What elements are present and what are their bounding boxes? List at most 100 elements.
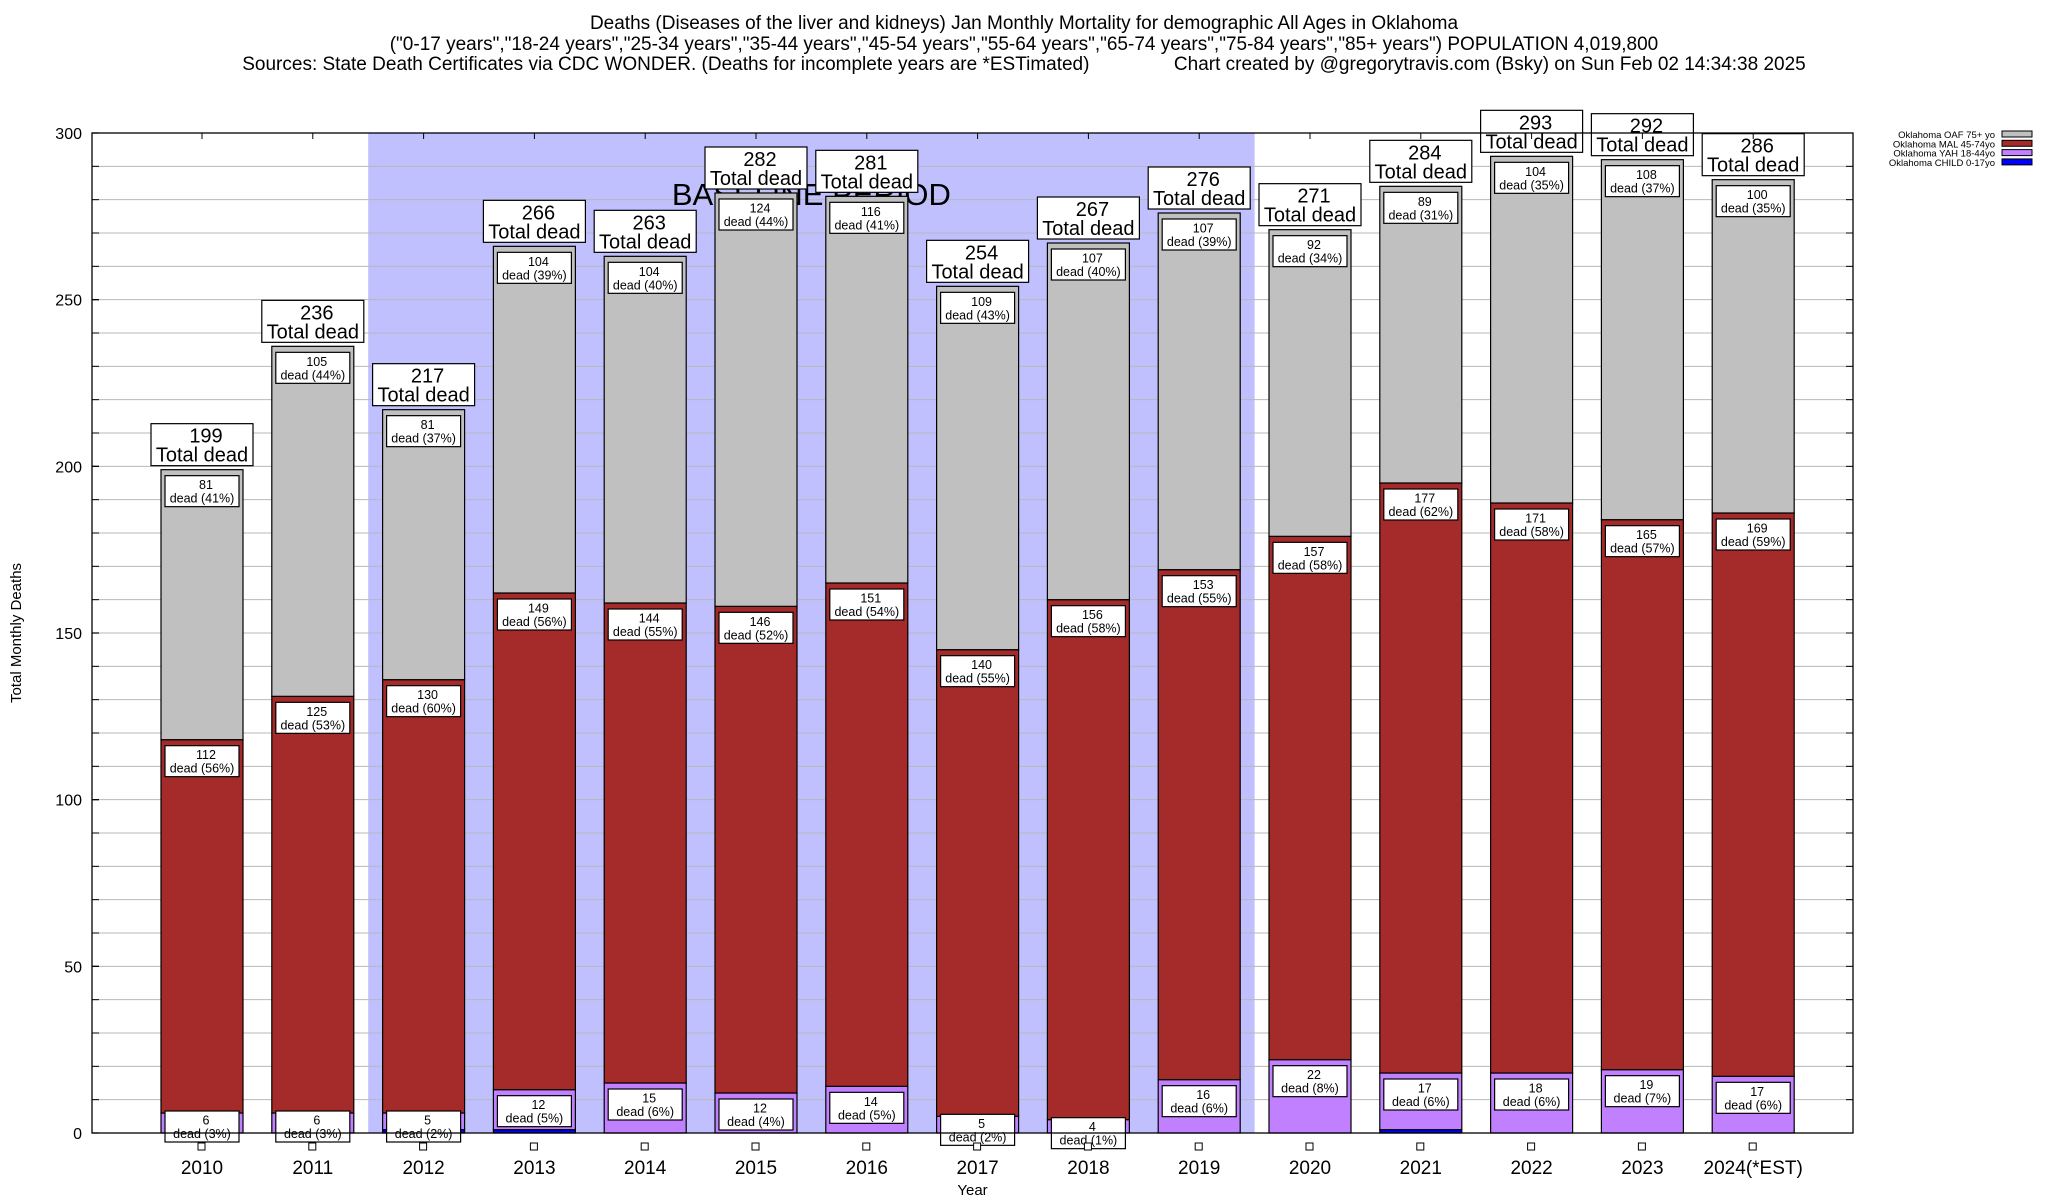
label-pct: dead (7%) [1614, 1092, 1672, 1106]
zero-marker [1083, 1142, 1092, 1151]
x-tick-label: 2011 [292, 1158, 333, 1179]
label-pct: dead (6%) [1503, 1095, 1561, 1109]
label-pct: dead (44%) [724, 215, 789, 229]
total-label-value: 236 [300, 302, 333, 324]
label-value: 130 [417, 688, 438, 702]
label-value: 5 [424, 1114, 431, 1128]
total-label-text: Total dead [1707, 155, 1799, 177]
bar-segment-oklahoma-mal-45-74yo [1046, 599, 1131, 1121]
label-pct: dead (2%) [949, 1130, 1007, 1144]
label-value: 89 [1418, 195, 1432, 209]
label-box [1161, 575, 1237, 608]
label-value: 14 [864, 1095, 878, 1109]
bar-segment-oklahoma-oaf-75-yo [382, 409, 466, 681]
label-pct: dead (62%) [1388, 505, 1453, 519]
bar-segment-oklahoma-mal-45-74yo [603, 602, 687, 1084]
label-value: 157 [1304, 545, 1325, 559]
chart-title: Deaths (Diseases of the liver and kidney… [589, 13, 1459, 34]
total-label-text: Total dead [1153, 188, 1245, 210]
legend-label: Oklahoma YAH 18-44yo [1893, 149, 1995, 160]
label-pct: dead (56%) [502, 615, 567, 629]
label-box [386, 415, 462, 448]
label-pct: dead (39%) [502, 268, 567, 282]
zero-marker [1637, 1142, 1646, 1151]
bar-segment-oklahoma-oaf-75-yo [603, 255, 687, 604]
total-label-text: Total dead [156, 445, 248, 467]
label-value: 156 [1082, 608, 1103, 622]
total-label-value: 286 [1741, 136, 1774, 158]
zero-marker [1416, 1142, 1425, 1151]
bar-segment-oklahoma-mal-45-74yo [382, 679, 466, 1114]
label-box [607, 608, 683, 641]
label-pct: dead (6%) [1724, 1098, 1782, 1112]
zero-marker [1305, 1142, 1314, 1151]
label-pct: dead (58%) [1056, 622, 1121, 636]
zero-marker [1194, 1142, 1203, 1151]
x-tick-label: 2021 [1400, 1158, 1442, 1179]
total-label-text: Total dead [1596, 135, 1688, 157]
total-label-value: 254 [965, 242, 998, 264]
label-box [1604, 1075, 1681, 1108]
label-box [1715, 1081, 1791, 1114]
label-value: 100 [1747, 188, 1768, 202]
label-value: 5 [978, 1117, 985, 1131]
y-tick-label: 250 [55, 293, 82, 310]
label-pct: dead (2%) [395, 1127, 453, 1141]
x-tick-label: 2023 [1621, 1158, 1663, 1179]
total-label-text: Total dead [377, 385, 469, 407]
label-box [1715, 518, 1791, 551]
label-value: 4 [1089, 1120, 1096, 1134]
x-axis-label: Year [957, 1182, 987, 1199]
label-value: 169 [1747, 522, 1768, 536]
label-box [1604, 525, 1681, 558]
x-tick-label: 2015 [735, 1158, 777, 1179]
label-box [275, 701, 351, 734]
label-box [1715, 185, 1791, 218]
total-label-value: 282 [743, 149, 776, 171]
legend-swatch [2001, 130, 2033, 138]
bar-segment-oklahoma-oaf-75-yo [714, 192, 798, 607]
label-box [607, 261, 683, 294]
label-pct: dead (55%) [945, 672, 1010, 686]
label-box [1272, 1065, 1348, 1098]
label-value: 17 [1750, 1085, 1764, 1099]
bar-segment-oklahoma-oaf-75-yo [1379, 185, 1463, 484]
label-pct: dead (37%) [391, 432, 456, 446]
label-pct: dead (31%) [1388, 208, 1453, 222]
label-box [1161, 1085, 1237, 1118]
bar-segment-oklahoma-oaf-75-yo [160, 469, 244, 741]
total-label-text: Total dead [488, 221, 580, 243]
label-box [939, 291, 1016, 324]
label-pct: dead (53%) [280, 718, 345, 732]
total-label-box [1147, 166, 1251, 210]
x-tick-label: 2012 [402, 1158, 444, 1179]
total-label-box [1369, 139, 1473, 183]
label-value: 116 [861, 205, 881, 219]
zero-marker [973, 1142, 982, 1151]
label-value: 144 [639, 612, 660, 626]
